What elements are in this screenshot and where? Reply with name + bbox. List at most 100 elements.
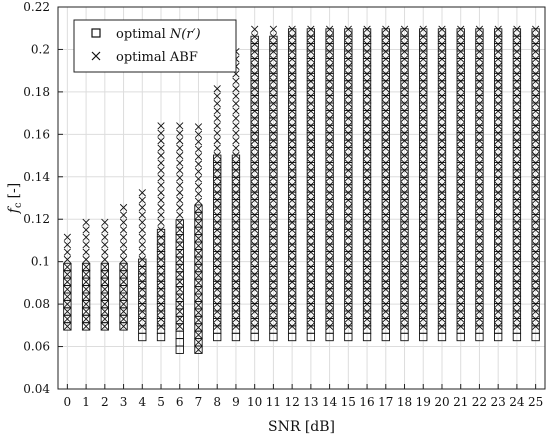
x-marker [344, 270, 352, 279]
y-tick-label: 0.14 [23, 170, 50, 184]
x-marker [457, 47, 465, 56]
x-marker [213, 181, 221, 189]
x-marker [457, 255, 465, 264]
x-marker [269, 278, 278, 286]
x-marker [213, 255, 221, 264]
x-marker [532, 263, 540, 271]
x-marker [307, 166, 315, 175]
x-marker [251, 248, 259, 256]
x-marker [213, 270, 221, 279]
x-tick-label: 15 [341, 395, 356, 409]
x-marker [513, 248, 521, 256]
x-marker [419, 107, 427, 115]
x-marker [419, 300, 427, 308]
x-marker [344, 33, 352, 41]
x-marker [251, 181, 259, 189]
x-marker [419, 70, 427, 78]
x-marker [438, 25, 446, 33]
x-marker [269, 62, 278, 71]
x-marker [307, 322, 315, 331]
x-marker [382, 226, 390, 234]
x-marker [82, 285, 90, 293]
x-marker [325, 55, 334, 63]
x-tick-label: 2 [101, 395, 109, 409]
x-marker [363, 203, 371, 212]
x-marker [325, 174, 334, 182]
x-marker [475, 181, 484, 189]
x-marker [363, 285, 371, 293]
x-marker [419, 144, 427, 152]
x-marker [269, 255, 278, 264]
x-marker [269, 233, 278, 241]
x-marker [176, 144, 184, 152]
x-tick-label: 20 [434, 395, 449, 409]
x-marker [513, 196, 521, 204]
x-marker [382, 278, 390, 286]
x-marker [363, 122, 371, 130]
x-marker [138, 300, 146, 308]
x-marker [344, 129, 352, 137]
x-marker [194, 167, 203, 176]
x-marker [269, 99, 278, 108]
x-marker [232, 99, 240, 108]
x-marker [119, 278, 128, 286]
x-marker [475, 122, 484, 130]
x-marker [269, 122, 278, 130]
x-marker [438, 144, 446, 152]
x-marker [101, 241, 109, 249]
x-marker [344, 107, 352, 115]
x-marker [438, 122, 446, 130]
x-marker [400, 70, 409, 78]
x-marker [532, 278, 540, 286]
x-marker [307, 144, 315, 152]
x-marker [400, 315, 409, 323]
x-marker [382, 122, 390, 130]
x-marker [269, 25, 278, 33]
x-marker [382, 107, 390, 115]
x-marker [344, 218, 352, 227]
x-marker [419, 129, 427, 137]
x-marker [382, 77, 390, 85]
x-marker [400, 99, 409, 108]
x-marker [457, 189, 465, 197]
x-marker [513, 174, 521, 182]
x-marker [82, 255, 90, 264]
x-marker [213, 85, 221, 93]
x-marker [344, 47, 352, 56]
x-marker [419, 307, 427, 316]
x-marker [157, 263, 165, 271]
x-marker [194, 279, 203, 287]
x-marker [382, 151, 390, 160]
x-marker [307, 263, 315, 271]
x-marker [194, 123, 203, 131]
x-marker [288, 270, 296, 279]
x-marker [325, 62, 334, 71]
x-marker [438, 233, 446, 241]
x-marker [457, 293, 465, 301]
x-marker [513, 77, 521, 85]
y-tick-label: 0.08 [23, 297, 50, 311]
x-marker [513, 307, 521, 316]
x-marker [475, 285, 484, 293]
x-marker [419, 255, 427, 264]
x-marker [457, 278, 465, 286]
x-marker [438, 107, 446, 115]
x-marker [157, 255, 165, 264]
x-marker [288, 114, 296, 123]
x-marker [475, 99, 484, 108]
x-marker [438, 203, 446, 212]
x-marker [325, 315, 334, 323]
x-marker [288, 233, 296, 241]
x-marker [513, 107, 521, 115]
x-marker [194, 294, 203, 302]
x-marker [344, 40, 352, 48]
x-marker [475, 151, 484, 160]
x-marker [344, 62, 352, 71]
x-marker [269, 77, 278, 85]
y-tick-label: 0.22 [23, 0, 50, 14]
x-marker [213, 166, 221, 175]
x-marker [457, 248, 465, 256]
x-marker [325, 47, 334, 56]
x-marker [325, 25, 334, 33]
x-marker [457, 218, 465, 227]
